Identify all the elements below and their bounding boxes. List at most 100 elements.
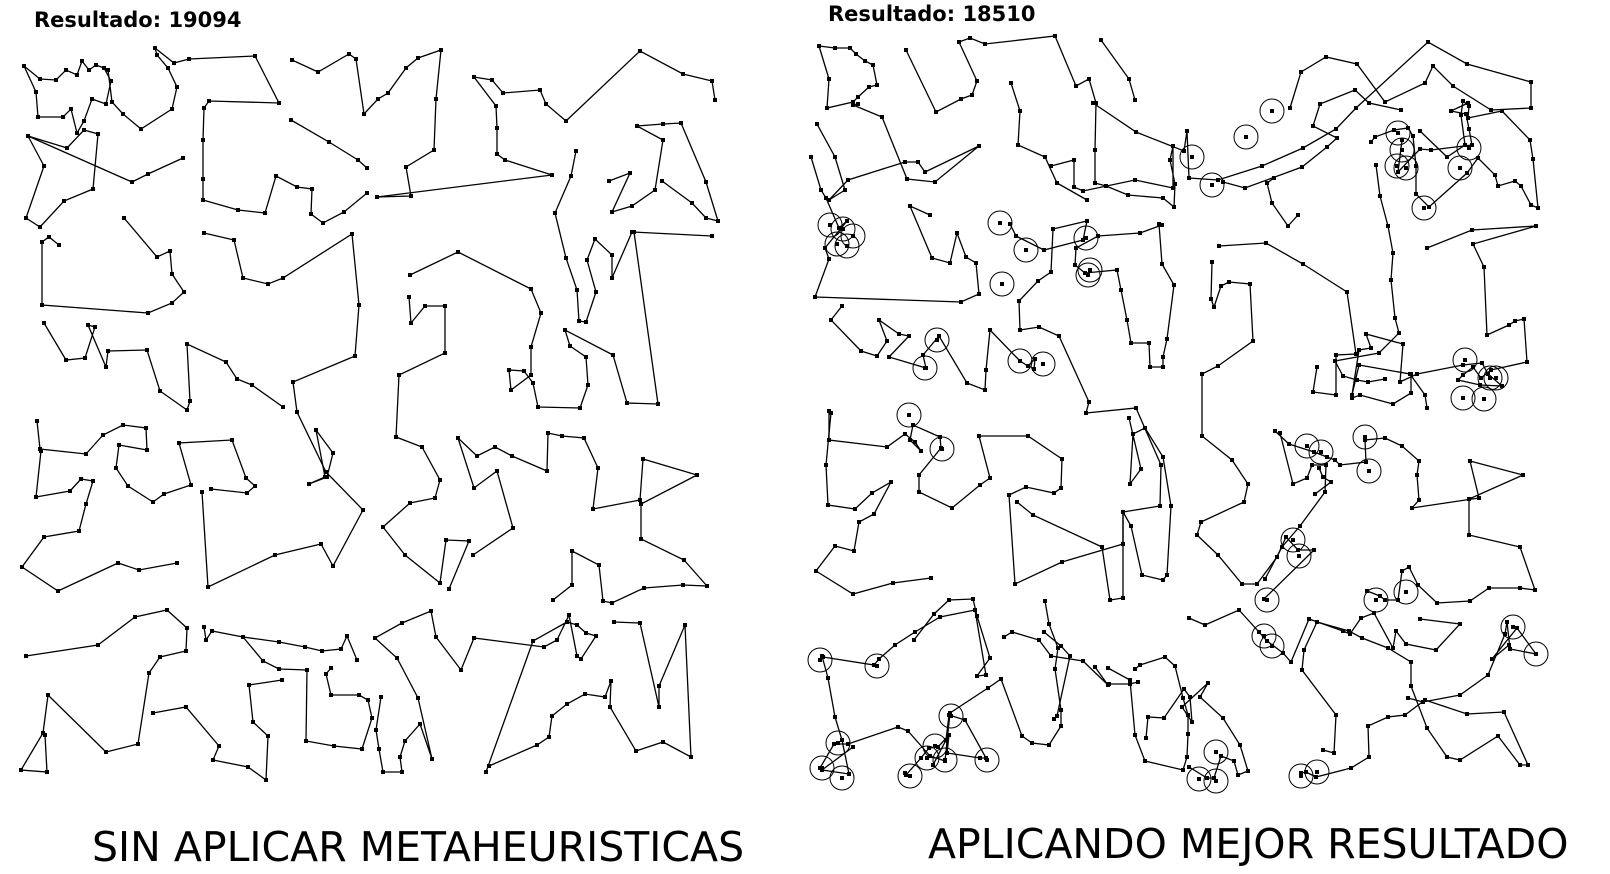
left-city-node <box>365 166 369 170</box>
right-city-node <box>1378 594 1382 598</box>
right-city-node <box>1404 590 1408 594</box>
right-city-node <box>1127 77 1131 81</box>
right-city-node <box>984 673 988 677</box>
right-city-node <box>1311 124 1315 128</box>
left-city-node <box>230 438 234 442</box>
right-city-node <box>819 188 823 192</box>
right-city-node <box>1013 582 1017 586</box>
right-city-node <box>1426 40 1430 44</box>
right-city-node <box>1415 372 1419 376</box>
right-city-node <box>1185 129 1189 133</box>
right-city-node <box>988 476 992 480</box>
right-city-node <box>1216 364 1220 368</box>
left-city-node <box>211 758 215 762</box>
left-city-node <box>407 295 411 299</box>
left-city-node <box>80 59 84 63</box>
right-city-node <box>927 746 931 750</box>
right-route-segment <box>1351 374 1412 405</box>
left-city-node <box>495 152 499 156</box>
right-city-node <box>1057 334 1061 338</box>
right-city-node <box>1407 565 1411 569</box>
right-city-node <box>1519 184 1523 188</box>
right-highlight-circle <box>1452 347 1478 373</box>
right-city-node <box>1399 108 1403 112</box>
right-city-node <box>1257 630 1261 634</box>
right-city-node <box>1461 99 1465 103</box>
right-highlight-circle <box>1280 527 1306 553</box>
right-city-node <box>1163 655 1167 659</box>
right-city-node <box>1299 771 1303 775</box>
right-city-node <box>985 758 989 762</box>
right-city-node <box>1182 149 1186 153</box>
left-city-node <box>42 535 46 539</box>
left-city-node <box>529 373 533 377</box>
left-city-node <box>594 634 598 638</box>
right-city-node <box>1503 632 1507 636</box>
right-city-node <box>1049 654 1053 658</box>
left-city-node <box>209 487 213 491</box>
left-city-node <box>263 211 267 215</box>
right-city-node <box>1147 341 1151 345</box>
left-city-node <box>459 668 463 672</box>
right-city-node <box>1198 695 1202 699</box>
right-city-node <box>1264 241 1268 245</box>
right-city-node <box>1160 262 1164 266</box>
left-city-node <box>423 304 427 308</box>
left-city-node <box>329 693 333 697</box>
right-city-node <box>1534 652 1538 656</box>
left-city-node <box>185 408 189 412</box>
right-city-node <box>1406 126 1410 130</box>
right-city-node <box>1273 429 1277 433</box>
right-city-node <box>1129 341 1133 345</box>
left-city-node <box>165 608 169 612</box>
right-city-node <box>828 223 832 227</box>
right-city-node <box>1148 365 1152 369</box>
right-city-node <box>1299 70 1303 74</box>
left-city-node <box>409 321 413 325</box>
left-city-node <box>289 118 293 122</box>
right-city-node <box>1338 463 1342 467</box>
left-city-node <box>266 282 270 286</box>
right-city-node <box>1467 497 1471 501</box>
right-city-node <box>1534 224 1538 228</box>
left-city-node <box>155 53 159 57</box>
left-city-node <box>507 368 511 372</box>
left-city-node <box>158 389 162 393</box>
left-city-node <box>574 149 578 153</box>
right-city-node <box>1093 148 1097 152</box>
right-city-node <box>813 295 817 299</box>
left-city-node <box>54 78 58 82</box>
right-city-node <box>1288 106 1292 110</box>
right-city-node <box>1173 182 1177 186</box>
left-city-node <box>247 683 251 687</box>
right-city-node <box>871 63 875 67</box>
right-city-node <box>1008 222 1012 226</box>
right-city-node <box>1000 282 1004 286</box>
right-route-segment <box>1109 681 1139 685</box>
right-city-node <box>1248 282 1252 286</box>
left-city-node <box>630 204 634 208</box>
left-city-node <box>716 219 720 223</box>
right-city-node <box>1227 280 1231 284</box>
right-city-node <box>880 115 884 119</box>
left-city-node <box>329 666 333 670</box>
left-route-segment <box>107 46 368 224</box>
right-city-node <box>1171 186 1175 190</box>
right-highlight-circle <box>1352 424 1378 450</box>
right-city-node <box>1298 524 1302 528</box>
left-city-node <box>370 716 374 720</box>
left-city-node <box>136 742 140 746</box>
right-city-node <box>1354 352 1358 356</box>
right-highlight-circle <box>807 647 833 673</box>
right-city-node <box>1393 316 1397 320</box>
right-city-node <box>1349 766 1353 770</box>
right-city-node <box>1212 305 1216 309</box>
left-city-node <box>546 431 550 435</box>
right-city-node <box>853 507 857 511</box>
left-city-node <box>657 684 661 688</box>
left-city-node <box>434 635 438 639</box>
right-city-node <box>1301 146 1305 150</box>
right-city-node <box>875 354 879 358</box>
left-city-node <box>153 46 157 50</box>
right-city-node <box>1360 636 1364 640</box>
